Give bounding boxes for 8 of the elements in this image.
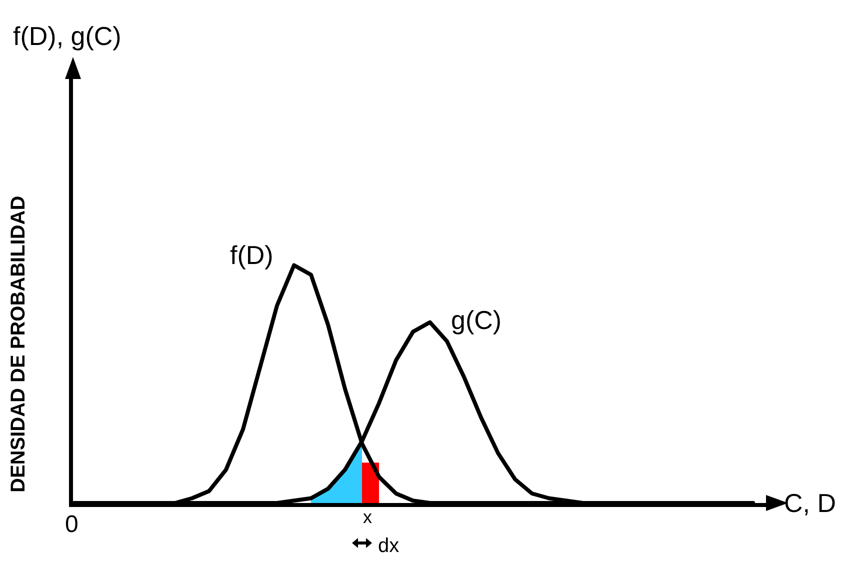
series-label: f(D)	[230, 240, 274, 270]
text: x	[363, 507, 372, 527]
text: f(D), g(C)	[13, 21, 122, 51]
y-axis-title: DENSIDAD DE PROBABILIDAD	[8, 196, 30, 492]
series-label: g(C)	[451, 305, 502, 335]
x-axis-title: C, D	[784, 488, 836, 518]
text: 0	[65, 511, 78, 538]
text: dx	[378, 535, 400, 557]
